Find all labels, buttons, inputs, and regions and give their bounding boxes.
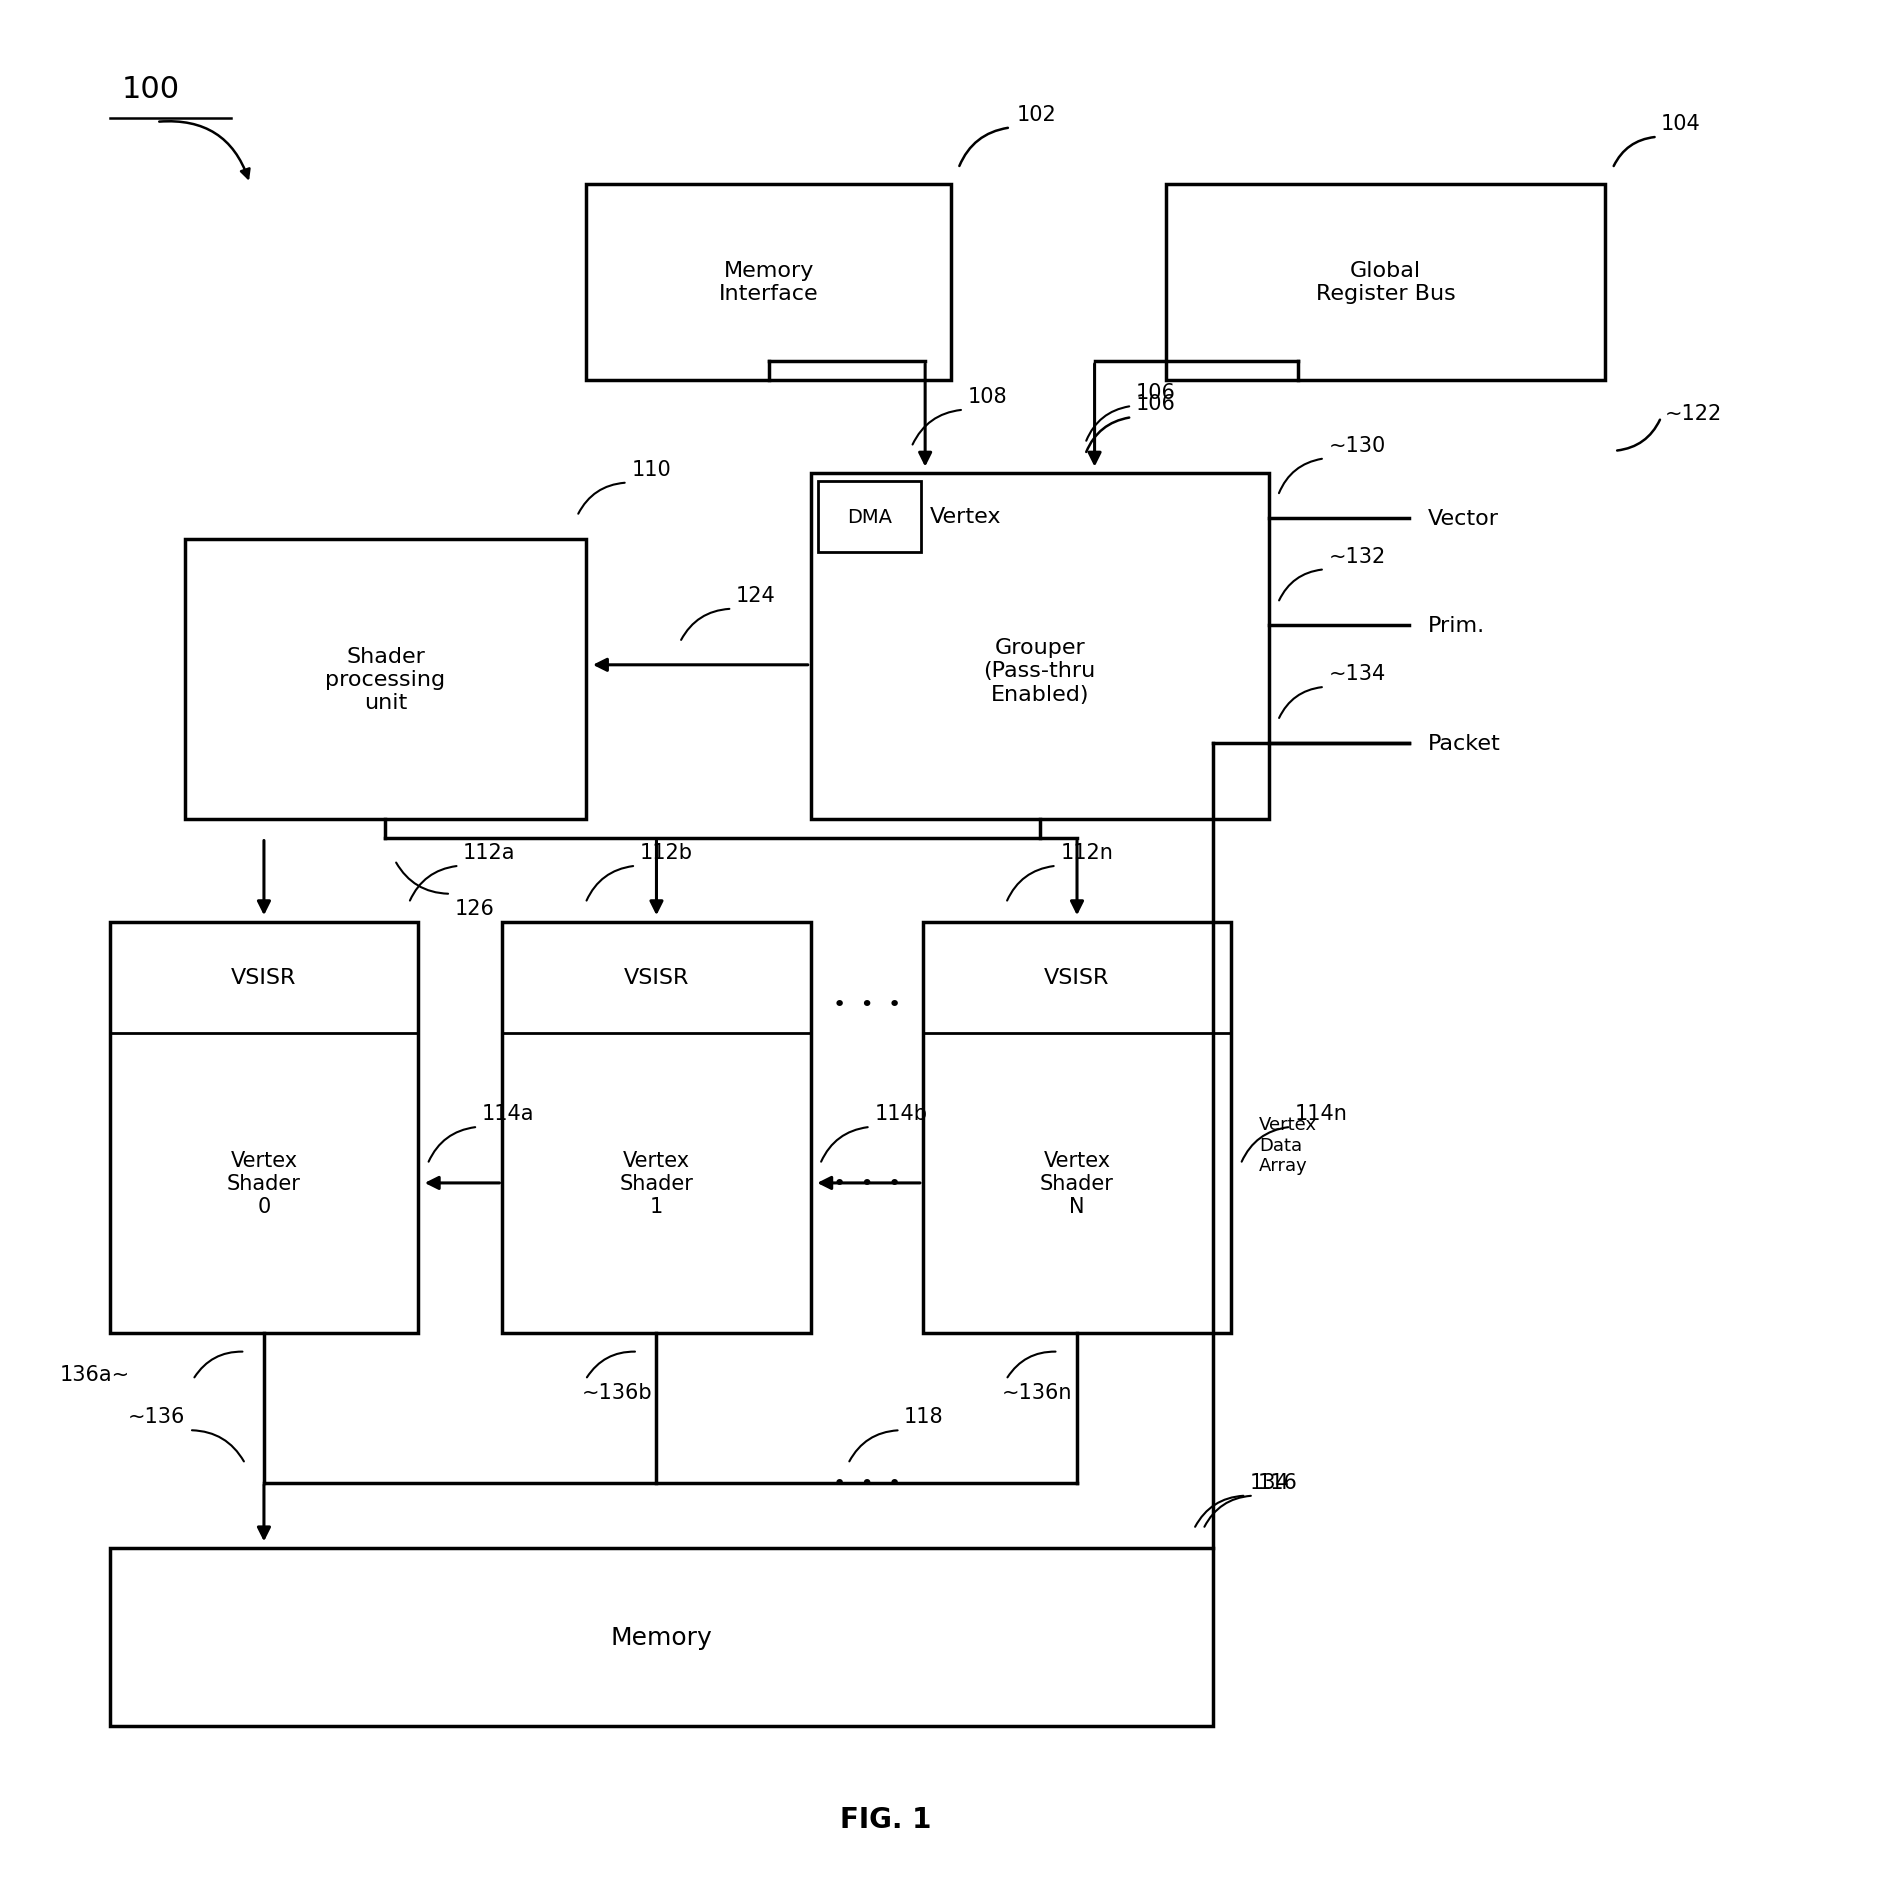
- Text: 100: 100: [122, 75, 181, 104]
- Text: Vertex: Vertex: [930, 506, 1001, 527]
- Text: •  •  •: • • •: [832, 1474, 900, 1492]
- Text: 108: 108: [967, 386, 1007, 407]
- Text: 116: 116: [1257, 1472, 1297, 1492]
- Bar: [184, 540, 585, 819]
- Text: 134: 134: [1250, 1472, 1289, 1492]
- Text: DMA: DMA: [847, 508, 892, 527]
- Text: Packet: Packet: [1427, 734, 1500, 753]
- Text: •  •  •: • • •: [832, 994, 900, 1014]
- Text: Memory
Interface: Memory Interface: [719, 262, 819, 305]
- Text: FIG. 1: FIG. 1: [839, 1805, 930, 1833]
- Text: Vertex
Shader
0: Vertex Shader 0: [228, 1150, 301, 1216]
- Text: 118: 118: [903, 1406, 943, 1427]
- Text: Vertex
Shader
1: Vertex Shader 1: [619, 1150, 693, 1216]
- Text: ~122: ~122: [1664, 405, 1722, 423]
- Text: Vertex
Shader
N: Vertex Shader N: [1039, 1150, 1114, 1216]
- Text: ~136: ~136: [128, 1406, 184, 1427]
- Text: Shader
processing
unit: Shader processing unit: [326, 646, 446, 713]
- Text: 136a~: 136a~: [58, 1364, 130, 1385]
- Text: VSISR: VSISR: [1045, 967, 1108, 988]
- Text: •  •  •: • • •: [832, 1172, 900, 1193]
- Text: ~136b: ~136b: [582, 1381, 651, 1402]
- Text: Grouper
(Pass-thru
Enabled): Grouper (Pass-thru Enabled): [982, 638, 1095, 704]
- Text: 110: 110: [630, 459, 670, 480]
- Text: VSISR: VSISR: [231, 967, 297, 988]
- Text: Vertex
Data
Array: Vertex Data Array: [1259, 1116, 1317, 1174]
- Bar: [922, 922, 1231, 1332]
- Bar: [811, 474, 1268, 819]
- Text: 106: 106: [1135, 384, 1174, 403]
- Text: 112b: 112b: [640, 843, 693, 862]
- Text: 114a: 114a: [482, 1103, 534, 1124]
- Text: 112a: 112a: [463, 843, 516, 862]
- Text: VSISR: VSISR: [623, 967, 689, 988]
- Text: ~132: ~132: [1327, 546, 1385, 566]
- Text: Global
Register Bus: Global Register Bus: [1316, 262, 1455, 305]
- Text: ~130: ~130: [1327, 435, 1385, 455]
- Text: 112n: 112n: [1060, 843, 1112, 862]
- Text: Memory: Memory: [610, 1624, 711, 1649]
- Text: 114b: 114b: [873, 1103, 926, 1124]
- Text: 126: 126: [454, 898, 495, 918]
- Text: ~134: ~134: [1327, 664, 1385, 683]
- Bar: [1165, 184, 1603, 380]
- Text: 104: 104: [1660, 115, 1699, 134]
- Bar: [109, 922, 418, 1332]
- Text: 102: 102: [1016, 105, 1056, 124]
- Text: 114n: 114n: [1295, 1103, 1348, 1124]
- Bar: [109, 1549, 1212, 1726]
- Text: ~136n: ~136n: [1001, 1381, 1073, 1402]
- Text: Prim.: Prim.: [1427, 615, 1483, 636]
- Text: Vector: Vector: [1427, 508, 1498, 529]
- Text: 106: 106: [1135, 393, 1174, 414]
- Bar: [585, 184, 950, 380]
- Bar: [502, 922, 811, 1332]
- Bar: [817, 482, 920, 553]
- Text: 124: 124: [736, 585, 775, 606]
